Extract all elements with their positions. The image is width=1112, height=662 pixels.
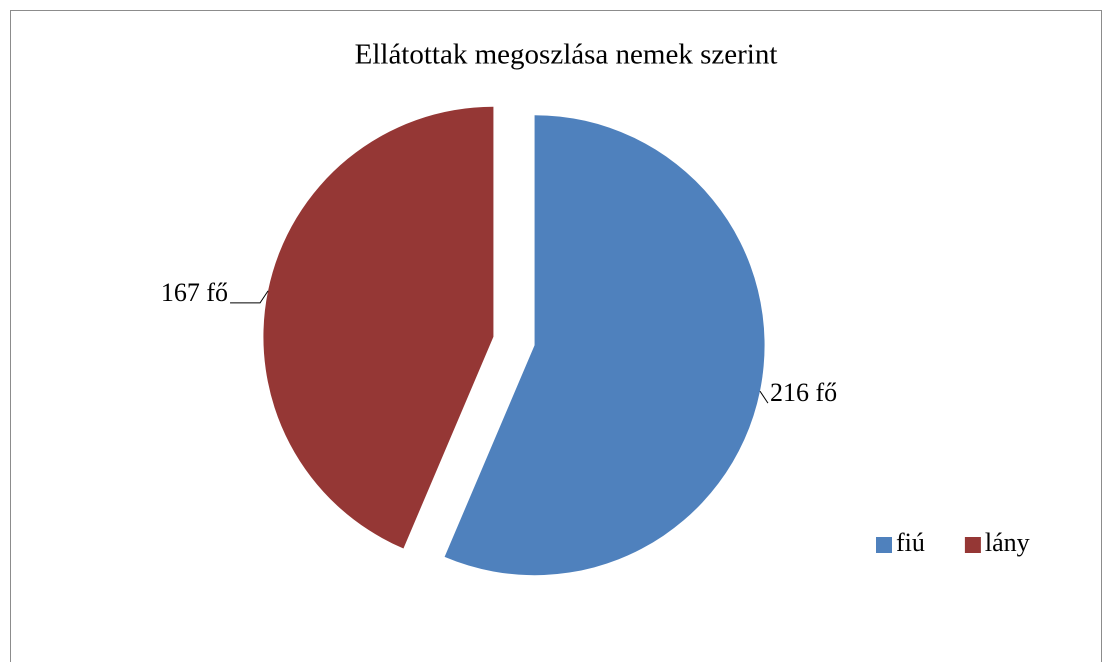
leader-line <box>230 290 269 304</box>
legend-label: fiú <box>896 528 925 557</box>
data-label: 216 fő <box>770 378 837 407</box>
data-label: 167 fő <box>161 278 228 307</box>
legend-label: lány <box>985 528 1030 557</box>
pie-slice <box>263 106 494 549</box>
pie-slice <box>444 115 765 576</box>
legend-swatch <box>964 537 981 553</box>
chart-title: Ellátottak megoszlása nemek szerint <box>355 39 778 71</box>
leader-line <box>759 390 769 404</box>
legend-swatch <box>876 537 892 553</box>
